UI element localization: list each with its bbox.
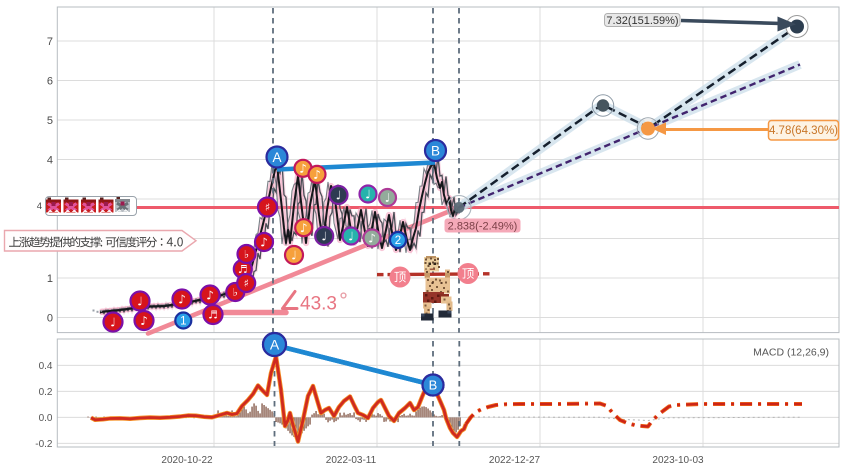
svg-text:0.0: 0.0 [39, 413, 53, 424]
svg-text:7.32(151.59%): 7.32(151.59%) [606, 15, 678, 27]
svg-text:A: A [270, 337, 280, 353]
svg-text:4: 4 [47, 154, 53, 166]
svg-text:4.78(64.30%): 4.78(64.30%) [769, 125, 838, 137]
svg-text:A: A [272, 150, 281, 165]
svg-text:5: 5 [47, 115, 53, 127]
svg-text:7: 7 [47, 36, 53, 48]
svg-text:6: 6 [47, 75, 53, 87]
svg-text:2023-10-03: 2023-10-03 [652, 455, 704, 466]
svg-text:2022-03-11: 2022-03-11 [326, 455, 377, 466]
svg-text:1: 1 [47, 273, 53, 285]
svg-text:MACD (12,26,9): MACD (12,26,9) [753, 347, 829, 359]
svg-text:2022-12-27: 2022-12-27 [489, 455, 541, 466]
svg-text:0.4: 0.4 [39, 361, 53, 372]
svg-text:2.838(-2.49%): 2.838(-2.49%) [448, 221, 518, 233]
svg-text:-0.2: -0.2 [35, 439, 53, 450]
svg-text:B: B [429, 378, 438, 393]
svg-text:4: 4 [37, 201, 42, 212]
svg-text:0.2: 0.2 [39, 387, 53, 398]
svg-text:0: 0 [47, 312, 53, 324]
svg-text:43.3: 43.3 [300, 294, 337, 315]
svg-text:1: 1 [180, 316, 186, 328]
svg-text:2020-10-22: 2020-10-22 [161, 455, 213, 466]
svg-text:B: B [431, 143, 440, 158]
svg-text:2: 2 [395, 235, 401, 247]
